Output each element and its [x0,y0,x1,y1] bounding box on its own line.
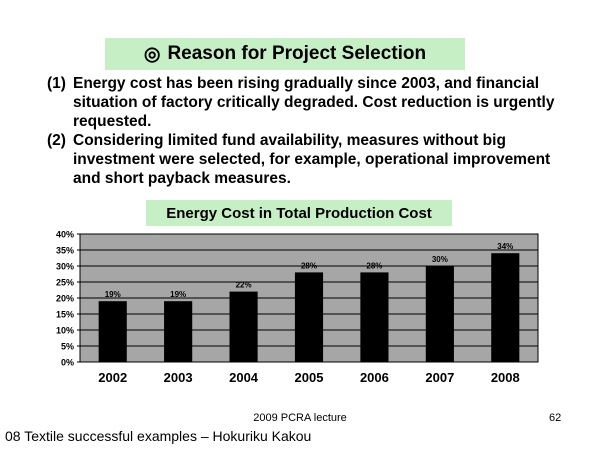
footer-caption: 08 Textile successful examples – Hokurik… [5,428,312,444]
x-tick-label: 2008 [491,370,520,385]
slide-title: Reason for Project Selection [167,43,427,64]
bar [491,253,520,362]
bar [294,272,324,362]
y-tick-label: 10% [56,326,74,336]
reason-number: (2) [47,132,66,149]
reason-list: (1) Energy cost has been rising graduall… [47,74,567,188]
data-label: 34% [497,242,513,251]
chart-title: Energy Cost in Total Production Cost [146,200,452,226]
y-tick-label: 25% [56,278,74,288]
y-tick-label: 35% [56,246,74,256]
page-number: 62 [549,412,562,424]
data-label: 19% [170,290,186,299]
y-tick-label: 0% [61,358,74,368]
y-tick-label: 5% [61,342,74,352]
y-tick-label: 15% [56,310,74,320]
reason-item-1: (1) Energy cost has been rising graduall… [47,74,567,131]
x-tick-label: 2004 [229,370,259,385]
slide-title-box: ◎ Reason for Project Selection [105,38,465,70]
energy-cost-bar-chart: 0% 5% 10% 15% 20% 25% 30% 35% 40% 19% 2002 19% 2003 2… [56,230,539,385]
x-tick-label: 2007 [425,370,454,385]
y-tick-label: 40% [56,230,74,240]
x-tick-label: 2003 [164,370,193,385]
data-label: 28% [301,261,317,270]
bar [425,266,454,362]
bar [360,272,389,362]
y-tick-label: 20% [56,294,74,304]
footer-lecture: 2009 PCRA lecture [253,412,347,424]
y-tick-label: 30% [56,262,74,272]
data-label: 30% [432,255,448,264]
bar [229,291,258,362]
bar [98,301,127,362]
reason-text: Considering limited fund availability, m… [73,132,551,187]
reason-number: (1) [47,75,66,92]
x-tick-label: 2002 [98,370,127,385]
data-label: 22% [236,281,252,290]
x-tick-label: 2006 [360,370,389,385]
x-tick-label: 2005 [295,370,324,385]
bar [164,301,193,362]
data-label: 28% [366,261,382,270]
double-circle-icon: ◎ [143,43,161,65]
data-label: 19% [105,290,121,299]
reason-item-2: (2) Considering limited fund availabilit… [47,131,567,188]
reason-text: Energy cost has been rising gradually si… [73,75,555,130]
